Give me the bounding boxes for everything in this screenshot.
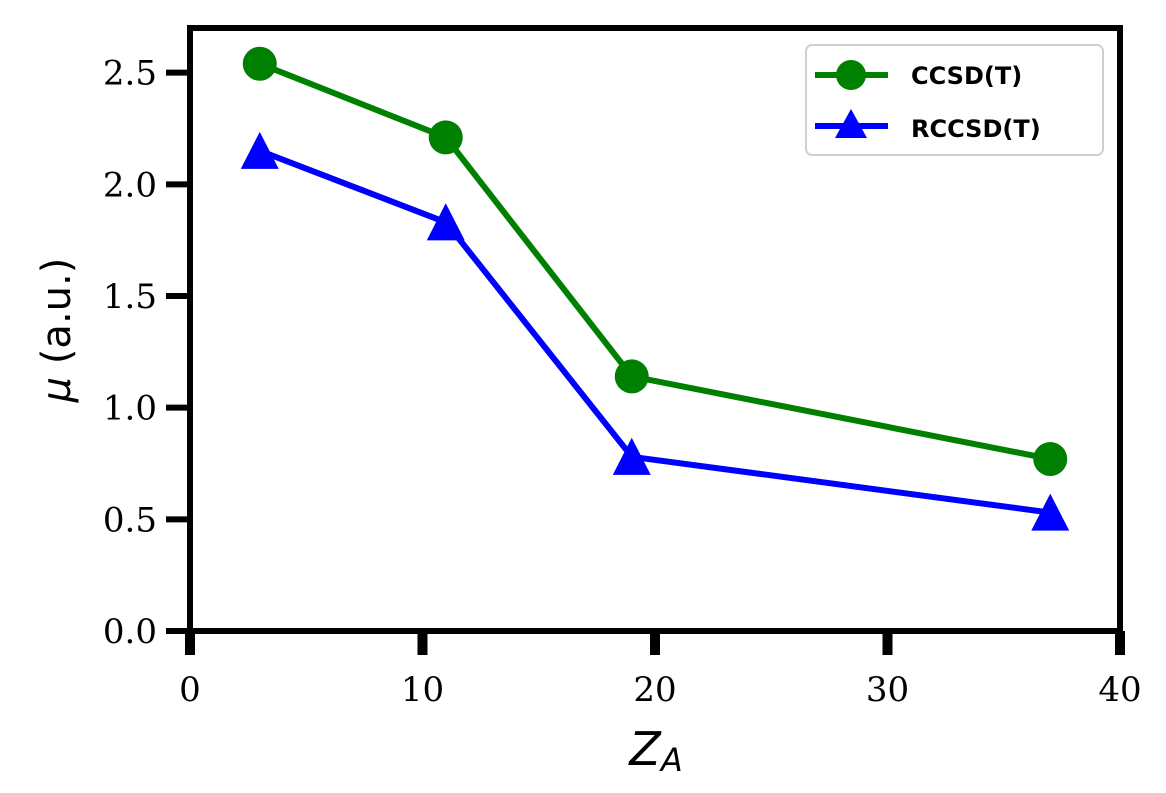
x-axis-title-subscript: A (659, 741, 683, 779)
legend-ccsdt-marker (836, 60, 866, 90)
y-tick-label: 0.5 (103, 500, 157, 540)
series-line-ccsdt (258, 60, 1051, 462)
data-point-ccsdt-3 (1033, 442, 1068, 477)
data-point-rccsdt-2 (612, 437, 651, 475)
y-axis-title-unit: (a.u.) (34, 258, 80, 365)
y-axis-title-unit-spacer (34, 364, 80, 377)
data-point-ccsdt-0 (242, 46, 277, 81)
data-point-ccsdt-2 (614, 359, 649, 394)
x-axis-title: ZA (627, 722, 682, 779)
x-axis-title-main: Z (627, 722, 662, 776)
x-tick-label: 10 (401, 670, 444, 710)
y-axis-title-symbol: μ (34, 377, 80, 403)
series-layer (240, 46, 1070, 531)
y-tick-label: 1.0 (103, 389, 157, 429)
legend-rccsdt-label: RCCSD(T) (911, 115, 1041, 143)
x-tick-label: 30 (866, 670, 909, 710)
x-tick-label: 40 (1098, 670, 1141, 710)
y-tick-label: 2.0 (103, 165, 157, 205)
legend-ccsdt-label: CCSD(T) (911, 62, 1022, 90)
data-point-rccsdt-3 (1031, 493, 1070, 531)
series-line-rccsdt (258, 147, 1051, 516)
ticks-layer: 0 10 20 30 40 0.0 0.5 1.0 1.5 2.0 2.5 (103, 54, 1142, 710)
y-tick-label: 0.0 (103, 612, 157, 652)
x-tick-label: 0 (179, 670, 201, 710)
legend: CCSD(T) RCCSD(T) (805, 44, 1104, 156)
data-point-rccsdt-0 (240, 131, 279, 169)
y-tick-label: 1.5 (103, 277, 157, 317)
y-tick-label: 2.5 (103, 54, 157, 94)
legend-rccsdt-marker (835, 109, 867, 138)
y-axis-title: μ (a.u.) (34, 258, 80, 404)
x-tick-label: 20 (633, 670, 676, 710)
data-point-ccsdt-1 (428, 120, 463, 155)
data-point-rccsdt-1 (426, 203, 465, 241)
